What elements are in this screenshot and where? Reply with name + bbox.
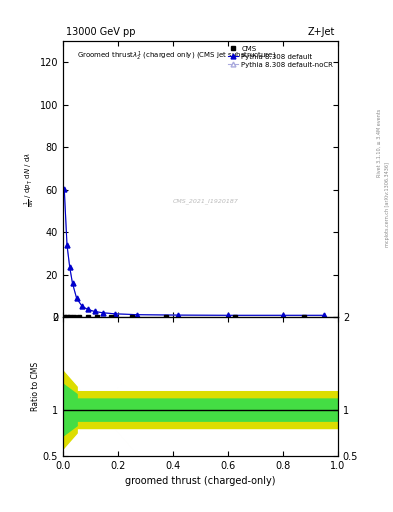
Text: mcplots.cern.ch [arXiv:1306.3436]: mcplots.cern.ch [arXiv:1306.3436] [385,162,389,247]
CMS [62,314,67,320]
Pythia 8.308 default [85,306,90,312]
Text: Z+Jet: Z+Jet [308,27,335,37]
CMS [72,314,76,320]
Line: Pythia 8.308 default: Pythia 8.308 default [62,186,327,318]
CMS [301,314,306,320]
Text: Groomed thrust$\lambda_2^1$ (charged only) (CMS jet substructure): Groomed thrust$\lambda_2^1$ (charged onl… [77,49,276,62]
Pythia 8.308 default [92,308,97,314]
Line: Pythia 8.308 default-noCR: Pythia 8.308 default-noCR [62,186,327,318]
Pythia 8.308 default [101,310,105,316]
Pythia 8.308 default-noCR [135,312,140,318]
CMS [77,314,82,320]
Pythia 8.308 default [322,312,327,318]
Pythia 8.308 default [62,186,67,192]
Legend: CMS, Pythia 8.308 default, Pythia 8.308 default-noCR: CMS, Pythia 8.308 default, Pythia 8.308 … [227,45,334,69]
CMS [233,314,237,320]
Pythia 8.308 default-noCR [64,242,70,248]
Pythia 8.308 default [176,312,181,318]
Pythia 8.308 default [135,312,140,318]
Pythia 8.308 default-noCR [70,281,75,287]
Pythia 8.308 default [74,295,79,302]
Pythia 8.308 default-noCR [226,312,230,318]
Pythia 8.308 default-noCR [68,264,72,270]
CMS [95,314,100,320]
Pythia 8.308 default-noCR [322,312,327,318]
Pythia 8.308 default [226,312,230,318]
Pythia 8.308 default-noCR [80,303,84,309]
CMS [129,314,134,320]
Y-axis label: Ratio to CMS: Ratio to CMS [31,362,40,411]
Pythia 8.308 default-noCR [113,311,118,317]
CMS [64,314,70,320]
Text: Rivet 3.1.10, ≥ 3.4M events: Rivet 3.1.10, ≥ 3.4M events [377,109,382,178]
CMS [68,314,72,320]
Text: 13000 GeV pp: 13000 GeV pp [66,27,135,37]
CMS [85,314,90,320]
CMS [108,314,114,320]
Pythia 8.308 default-noCR [85,306,90,312]
Pythia 8.308 default [70,281,75,287]
Line: CMS: CMS [62,314,306,319]
Y-axis label: $\frac{1}{\mathrm{d}N}$ / $\mathrm{d}p_\mathrm{T}$ $\mathrm{d}N$ / $\mathrm{d}\l: $\frac{1}{\mathrm{d}N}$ / $\mathrm{d}p_\… [22,152,37,207]
Pythia 8.308 default [68,264,72,270]
Pythia 8.308 default [113,311,118,317]
Pythia 8.308 default-noCR [92,308,97,314]
Pythia 8.308 default [64,242,70,248]
Pythia 8.308 default-noCR [62,186,67,192]
X-axis label: groomed thrust (charged-only): groomed thrust (charged-only) [125,476,275,486]
Pythia 8.308 default [281,312,285,318]
Pythia 8.308 default [80,303,84,309]
Pythia 8.308 default-noCR [176,312,181,318]
Pythia 8.308 default-noCR [281,312,285,318]
CMS [164,314,169,320]
Text: CMS_2021_I1920187: CMS_2021_I1920187 [173,199,239,204]
Pythia 8.308 default-noCR [74,295,79,302]
Pythia 8.308 default-noCR [101,310,105,316]
